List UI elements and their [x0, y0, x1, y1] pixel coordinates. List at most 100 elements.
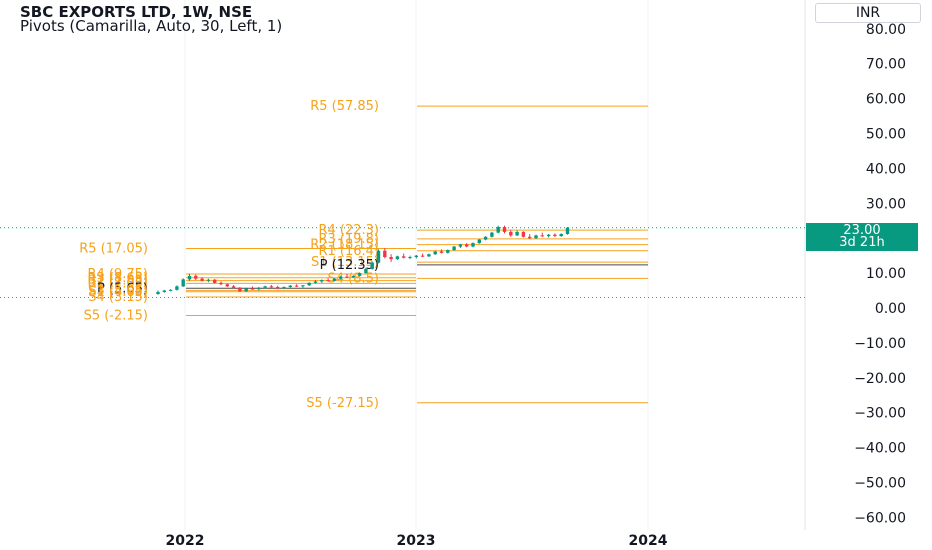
candle-body — [238, 287, 242, 292]
candle-body — [383, 250, 387, 258]
candle-body — [439, 251, 444, 253]
y-tick-label: −30.00 — [854, 406, 906, 422]
pivot-lines: R5 (17.05)R4 (9.75)R3 (8.65)R2 (7.85)R1 … — [79, 99, 648, 411]
pivot-label-r4: R4 (22.3) — [318, 223, 379, 238]
y-tick-label: −50.00 — [854, 476, 906, 492]
candle-body — [496, 227, 500, 233]
candle-body — [219, 282, 223, 285]
candle-body — [553, 234, 557, 237]
candle-body — [294, 285, 299, 287]
candle-body — [301, 285, 305, 287]
pivot-label-s4: S4 (8.5) — [328, 271, 379, 286]
candle-body — [194, 275, 198, 279]
x-tick-label: 2024 — [629, 533, 668, 549]
candle-body — [477, 239, 481, 244]
candle-body — [471, 243, 475, 247]
candle-body — [540, 235, 544, 237]
candle-body — [326, 280, 330, 282]
pivot-label-p: P (12.35) — [320, 258, 379, 273]
candle-body — [345, 276, 349, 278]
pivot-label-s1: S1 (13.15) — [311, 255, 379, 270]
candle-body — [370, 262, 374, 269]
y-tick-label: −40.00 — [854, 441, 906, 457]
pivot-label-s3: S3 (5.05) — [88, 283, 148, 298]
candle-body — [521, 231, 526, 237]
currency-selector[interactable]: INR — [815, 3, 921, 23]
candle-body — [546, 234, 551, 237]
candle-body — [509, 231, 513, 236]
y-axis[interactable]: 80.0070.0060.0050.0040.0030.0020.0010.00… — [854, 22, 906, 527]
candle-body — [357, 273, 362, 276]
x-axis[interactable]: 2022 2023 2024 — [166, 533, 668, 549]
candle-body — [452, 246, 456, 251]
candles — [156, 225, 570, 295]
candle-body — [231, 286, 236, 288]
candle-body — [528, 236, 532, 239]
candle-body — [565, 227, 570, 235]
candle-body — [414, 255, 418, 258]
candle-body — [181, 279, 185, 287]
y-tick-label: 40.00 — [866, 161, 906, 177]
candle-body — [427, 254, 431, 257]
y-tick-label: 0.00 — [875, 301, 906, 317]
candle-body — [250, 288, 255, 290]
x-tick-label: 2023 — [397, 533, 436, 549]
pivot-label-s5: S5 (-27.15) — [306, 396, 379, 411]
pivot-label-r1: R1 (7.05) — [87, 276, 148, 291]
candle-body — [395, 256, 400, 260]
indicator-label[interactable]: Pivots (Camarilla, Auto, 30, Left, 1) — [20, 17, 283, 35]
last-price-tag: 23.00 3d 21h — [806, 223, 918, 251]
y-tick-label: −20.00 — [854, 371, 906, 387]
y-tick-label: 10.00 — [866, 266, 906, 282]
candle-body — [156, 291, 160, 295]
pivot-label-r1: R1 (16.4) — [318, 244, 379, 259]
candle-body — [389, 257, 393, 260]
candle-body — [200, 278, 204, 281]
pivot-label-r2: R2 (7.85) — [87, 274, 148, 289]
grid — [0, 0, 806, 530]
candle-body — [351, 275, 355, 278]
candle-body — [313, 281, 318, 283]
candle-body — [364, 268, 368, 274]
candle-body — [332, 278, 337, 281]
chart-title: SBC EXPORTS LTD, 1W, NSE — [20, 3, 253, 21]
candle-body — [168, 289, 173, 291]
candle-body — [490, 232, 494, 237]
candle-body — [515, 231, 519, 236]
pivot-label-r3: R3 (19.8) — [318, 232, 379, 247]
candle-body — [339, 276, 343, 279]
last-price-countdown: 3d 21h — [839, 235, 885, 250]
candle-body — [282, 287, 286, 289]
y-tick-label: 30.00 — [866, 196, 906, 212]
pivot-label-p: P (5.65) — [97, 281, 148, 296]
last-price-value: 23.00 — [843, 223, 881, 238]
candle-body — [559, 234, 563, 237]
candle-body — [187, 275, 192, 280]
candle-body — [408, 257, 412, 259]
candle-body — [162, 290, 166, 292]
candle-body — [402, 256, 406, 258]
candle-body — [257, 287, 261, 290]
candle-body — [320, 280, 324, 282]
y-tick-label: 70.00 — [866, 57, 906, 73]
y-tick-label: 60.00 — [866, 92, 906, 108]
pivot-label-r5: R5 (17.05) — [79, 241, 148, 256]
candle-body — [263, 286, 267, 288]
candle-body — [433, 251, 437, 255]
candle-body — [376, 250, 381, 263]
pivot-label-r5: R5 (57.85) — [310, 99, 379, 114]
candle-body — [534, 235, 538, 239]
candle-body — [420, 255, 425, 257]
pivot-label-s1: S1 (4.65) — [88, 285, 148, 300]
candle-body — [307, 282, 311, 286]
candle-body — [458, 244, 463, 247]
candle-body — [465, 244, 469, 247]
pivot-label-s4: S4 (3.15) — [88, 290, 148, 305]
candle-body — [288, 285, 292, 288]
candle-body — [483, 236, 488, 240]
candle-body — [213, 279, 217, 283]
y-tick-label: 80.00 — [866, 22, 906, 38]
candle-body — [502, 227, 507, 232]
x-tick-label: 2022 — [166, 533, 205, 549]
